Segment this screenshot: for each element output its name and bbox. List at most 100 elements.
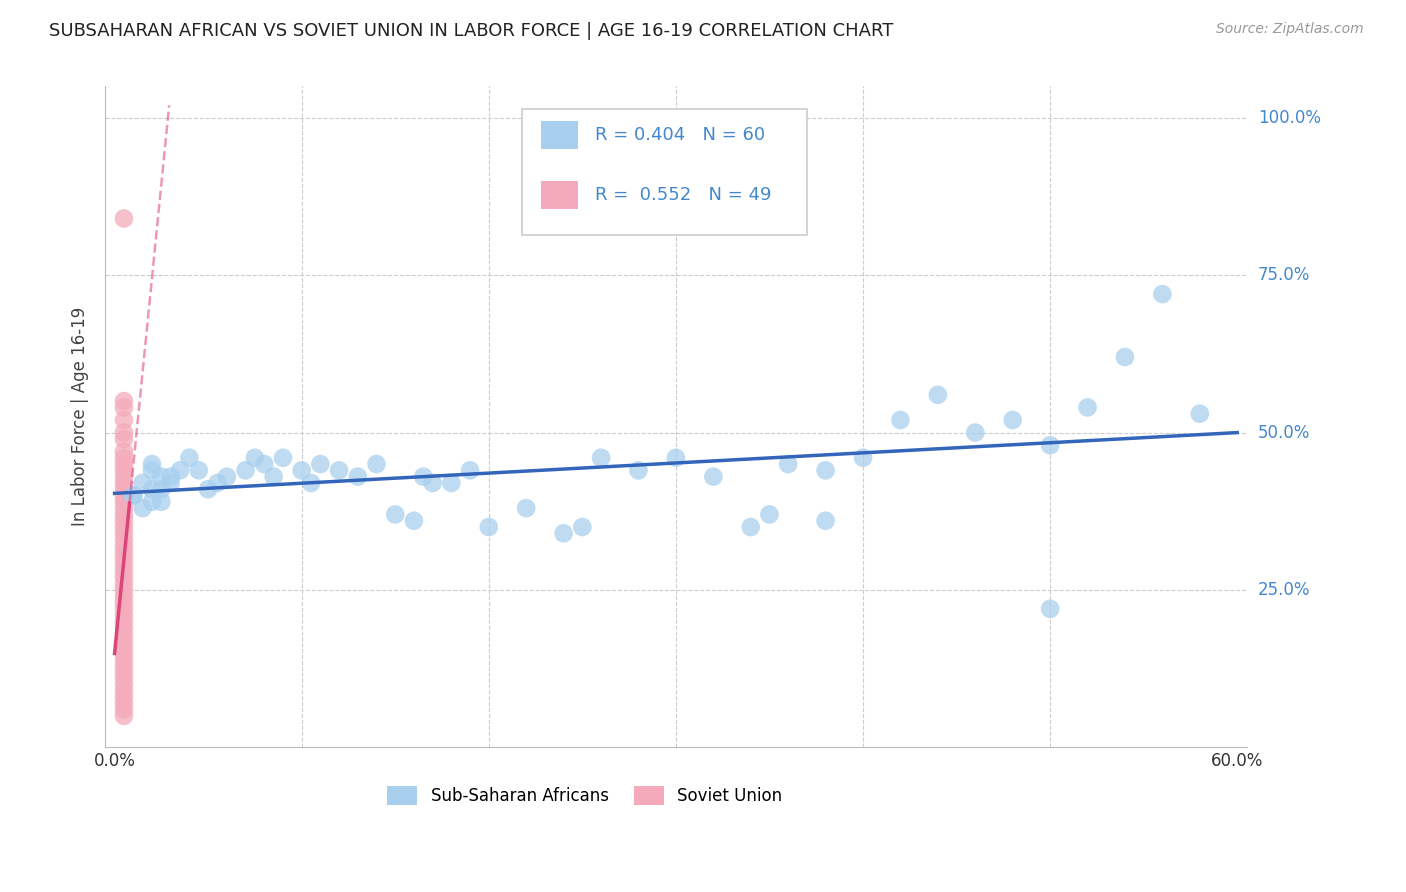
Point [112, 539, 135, 553]
FancyBboxPatch shape [522, 110, 807, 235]
Point [112, 671, 135, 685]
Point [243, 450, 266, 465]
Text: R =  0.552   N = 49: R = 0.552 N = 49 [595, 186, 772, 203]
Point [112, 621, 135, 635]
Point [112, 514, 135, 528]
Point [112, 582, 135, 597]
Point [112, 696, 135, 710]
Point [366, 457, 388, 471]
Point [112, 690, 135, 704]
Point [112, 665, 135, 679]
Point [112, 444, 135, 458]
Point [384, 508, 406, 522]
Point [112, 401, 135, 415]
Point [112, 596, 135, 610]
Point [122, 489, 145, 503]
Point [112, 558, 135, 572]
Point [112, 394, 135, 409]
Point [440, 475, 463, 490]
Point [112, 633, 135, 648]
Point [112, 615, 135, 629]
Point [112, 413, 135, 427]
Point [778, 457, 800, 471]
Point [112, 709, 135, 723]
Point [112, 602, 135, 616]
Point [112, 589, 135, 603]
Point [1001, 413, 1024, 427]
Point [412, 469, 434, 483]
Point [112, 683, 135, 698]
Legend: Sub-Saharan Africans, Soviet Union: Sub-Saharan Africans, Soviet Union [381, 779, 789, 812]
Point [299, 475, 322, 490]
Point [927, 388, 949, 402]
Point [1152, 287, 1174, 301]
Point [291, 463, 314, 477]
Point [112, 526, 135, 541]
Point [112, 469, 135, 483]
Point [112, 432, 135, 446]
Point [1188, 407, 1211, 421]
Point [589, 450, 612, 465]
Point [141, 463, 163, 477]
Point [150, 495, 173, 509]
Point [169, 463, 191, 477]
Point [112, 551, 135, 566]
FancyBboxPatch shape [541, 121, 578, 149]
Point [150, 482, 173, 496]
Point [112, 640, 135, 654]
Point [159, 475, 181, 490]
Point [740, 520, 762, 534]
Point [112, 533, 135, 547]
Point [553, 526, 575, 541]
Point [112, 520, 135, 534]
Point [571, 520, 593, 534]
Point [141, 482, 163, 496]
Point [141, 457, 163, 471]
Point [309, 457, 332, 471]
Point [702, 469, 724, 483]
Point [141, 495, 163, 509]
Point [271, 450, 294, 465]
Point [422, 475, 444, 490]
Point [627, 463, 650, 477]
Point [112, 570, 135, 584]
Point [112, 489, 135, 503]
Point [112, 501, 135, 516]
Point [112, 677, 135, 691]
Text: SUBSAHARAN AFRICAN VS SOVIET UNION IN LABOR FORCE | AGE 16-19 CORRELATION CHART: SUBSAHARAN AFRICAN VS SOVIET UNION IN LA… [49, 22, 894, 40]
Point [1114, 350, 1136, 364]
Point [889, 413, 911, 427]
Point [179, 450, 201, 465]
Point [131, 501, 153, 516]
Point [112, 482, 135, 496]
Text: R = 0.404   N = 60: R = 0.404 N = 60 [595, 127, 765, 145]
Point [814, 463, 837, 477]
Point [515, 501, 537, 516]
Text: 100.0%: 100.0% [1258, 109, 1320, 127]
Point [235, 463, 257, 477]
Point [112, 576, 135, 591]
Point [112, 495, 135, 509]
Text: 50.0%: 50.0% [1258, 424, 1310, 442]
Point [402, 514, 425, 528]
Point [197, 482, 219, 496]
Point [112, 608, 135, 623]
Point [112, 211, 135, 226]
Point [814, 514, 837, 528]
Point [207, 475, 229, 490]
Point [112, 652, 135, 666]
Point [112, 646, 135, 660]
Point [112, 702, 135, 716]
Text: 25.0%: 25.0% [1258, 581, 1310, 599]
Point [112, 627, 135, 641]
Point [112, 457, 135, 471]
Point [1039, 602, 1062, 616]
Point [328, 463, 350, 477]
Point [758, 508, 780, 522]
Point [112, 475, 135, 490]
Point [215, 469, 238, 483]
Point [159, 469, 181, 483]
Point [112, 564, 135, 578]
Point [346, 469, 368, 483]
Point [122, 489, 145, 503]
